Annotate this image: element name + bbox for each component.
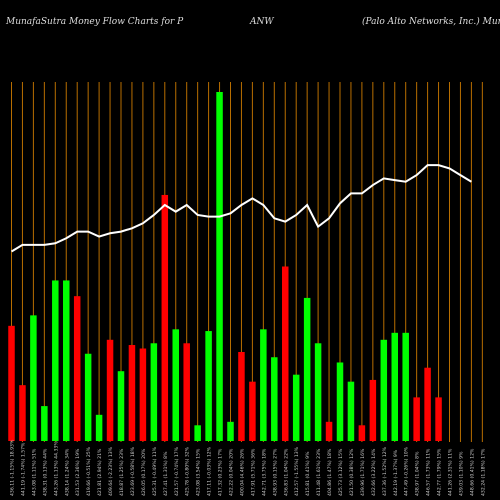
x-tick-label: 421.57 (-0.74%) 17%: [174, 446, 180, 496]
money-flow-bars: [8, 92, 442, 442]
bar: [139, 348, 147, 441]
x-tick-label: 443.08 (1.11%) 51%: [31, 448, 37, 496]
chart-title-left: MunafaSutra Money Flow Charts for P: [5, 17, 184, 27]
price-line: [10, 164, 472, 253]
bar: [128, 345, 136, 441]
bar: [150, 343, 158, 441]
x-tick-label: 423.08 (3.54%) 15%: [196, 448, 202, 496]
x-tick-label: 426.05 (0.17%) 20%: [141, 448, 147, 496]
bar: [282, 266, 289, 441]
chart-title-ticker: ANW: [249, 17, 274, 27]
x-tick-label: 432.24 (1.18%) 17%: [480, 448, 486, 496]
bar: [106, 339, 114, 441]
bar: [84, 353, 92, 441]
x-tick-label: 417.91 (5.71%) 36%: [250, 448, 256, 496]
x-tick-label: 432.66 (3.22%) 14%: [371, 448, 377, 496]
x-tick-label: 443.26 (1.13%) 44.33%: [53, 441, 59, 496]
bar: [172, 329, 179, 441]
x-tick-label: 427.41 (1.31%) 8%: [163, 451, 169, 496]
bar: [238, 352, 245, 441]
bar: [19, 385, 26, 441]
bar: [63, 280, 70, 441]
bar: [413, 397, 420, 442]
x-tick-label: 441.19 (-1.74%) 1.57%: [20, 442, 26, 496]
x-tick-label: 442.19 (-1.37%) 9%: [393, 449, 399, 496]
bar: [391, 332, 398, 441]
bar: [325, 421, 333, 442]
bar: [271, 357, 278, 441]
bar: [249, 381, 256, 441]
x-tick-label: 448.66 (0.41%) 12%: [469, 448, 475, 496]
bar: [369, 379, 377, 441]
bar: [358, 425, 366, 442]
bar: [227, 421, 234, 442]
x-tick-label: 409.64 (-2.23%) 13%: [108, 446, 114, 496]
x-tick-label: 425.31 (-0.49%) 11%: [152, 446, 158, 496]
chart-title-right: (Palo Alto Networks, Inc.) MunafaSutra.c…: [362, 16, 500, 27]
x-tick-label: 439.96 (1.71%) 16%: [360, 448, 366, 496]
x-tick-label: 437.36 (-1.52%) 12%: [382, 446, 388, 496]
bar: [194, 425, 201, 442]
x-tick-label: 421.50 (0.38%) 12%: [349, 448, 355, 496]
x-tick-label: 438.93 (0.15%) 27%: [272, 448, 278, 496]
x-tick-label: 422.22 (0.04%) 20%: [229, 448, 235, 496]
bar: [41, 406, 48, 441]
bar: [30, 315, 37, 441]
bar: [117, 371, 125, 441]
bar: [183, 343, 190, 441]
x-tick-label: 417.32 (0.23%) 17%: [218, 448, 224, 496]
x-tick-label: 412.57 (-1.55%) 13%: [294, 446, 300, 496]
bar: [314, 343, 322, 441]
bar: [336, 362, 344, 442]
x-tick-label: 447.49 (-0.26%) 10%: [404, 446, 410, 496]
x-tick-label: 411.48 (1.61%) 23%: [316, 448, 322, 496]
x-tick-label: 419.66 (-0.51%) 25%: [86, 446, 92, 496]
bar: [8, 325, 15, 441]
price-line-group: [10, 164, 472, 253]
x-tick-label: 436.11 (-1.15%) 18.93%: [10, 439, 16, 496]
x-tick-labels: 436.11 (-1.15%) 18.93% 441.19 (-1.74%) 1.…: [10, 439, 487, 496]
bar: [260, 329, 267, 441]
bar: [95, 414, 103, 441]
bar: [161, 194, 169, 441]
x-tick-label: 442.71 (3.75%) 18%: [261, 448, 267, 496]
x-tick-label: 436.83 (1.04%) 22%: [283, 448, 289, 496]
x-tick-label: 421.81 (2.94%) 21%: [97, 448, 103, 496]
x-tick-label: 423.69 (-0.58%) 18%: [130, 446, 136, 496]
bar: [303, 297, 311, 441]
bar: [347, 381, 355, 441]
bar: [216, 92, 223, 441]
x-tick-label: 417.11 (-0.03%) 12%: [207, 446, 213, 496]
x-tick-label: 418.87 (1.25%) 23%: [119, 448, 125, 496]
x-tick-label: 438.31 (0.13%) 44%: [42, 448, 48, 496]
x-tick-label: 438.14 (1.24%) 34%: [64, 448, 70, 496]
x-tick-label: 425.73 (3.12%) 15%: [338, 448, 344, 496]
x-tick-label: 446.57 (1.73%) 11%: [426, 448, 432, 496]
x-tick-label: 400.04 (4.46%) 26%: [239, 448, 245, 496]
bar: [435, 397, 442, 442]
x-tick-label: 441.26 (2.31%) 11%: [448, 448, 454, 496]
bar: [424, 367, 431, 441]
x-tick-label: 439.03 (1.10%) 9%: [458, 451, 464, 496]
bar: [73, 296, 81, 441]
bar: [402, 332, 409, 441]
bar: [52, 280, 59, 441]
x-tick-label: 442.77 (1.79%) 15%: [437, 448, 443, 496]
x-tick-label: 425.78 (-0.80%) 32%: [185, 446, 191, 496]
bar: [205, 331, 212, 441]
x-tick-label: 404.86 (1.47%) 18%: [327, 448, 333, 496]
x-tick-label: 431.53 (2.36%) 19%: [75, 448, 81, 496]
x-tick-label: 438.97 (1.04%) 8%: [415, 451, 421, 496]
x-tick-label: 415.81 (0.41%) 9%: [305, 451, 311, 496]
bar: [292, 374, 300, 441]
bar: [380, 339, 388, 441]
